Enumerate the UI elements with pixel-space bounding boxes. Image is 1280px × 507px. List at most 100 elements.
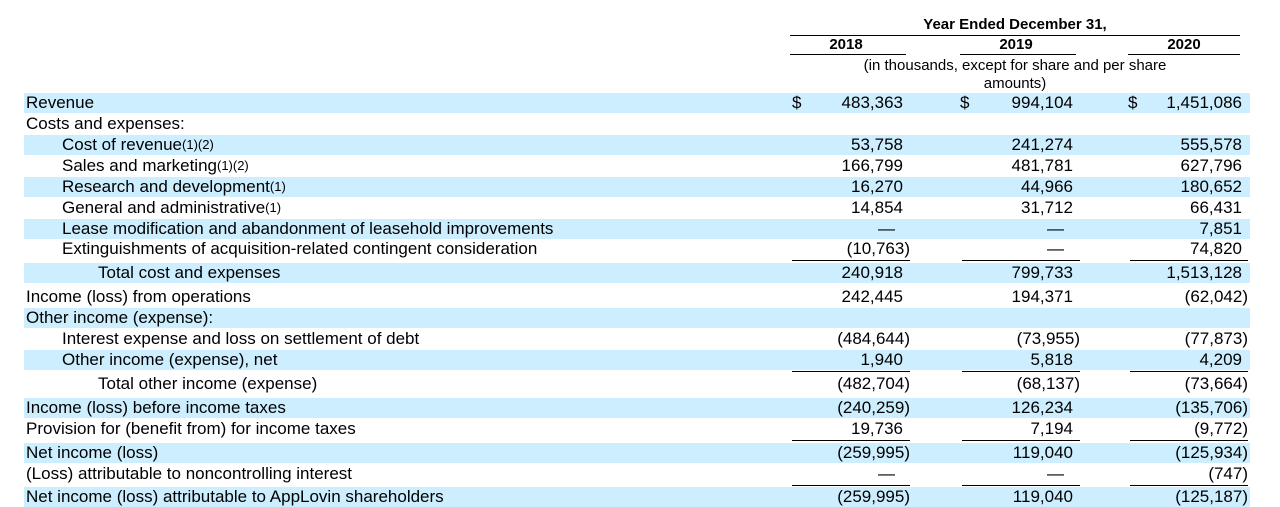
value-2020: 555,578 bbox=[1180, 135, 1242, 154]
subtotal-rule bbox=[962, 485, 1080, 486]
year-rule-2020 bbox=[1128, 54, 1240, 55]
value-2018: (259,995) bbox=[837, 487, 910, 506]
value-2020: 180,652 bbox=[1180, 177, 1242, 196]
row-label: Lease modification and abandonment of le… bbox=[62, 219, 554, 238]
subtotal-rule bbox=[1130, 371, 1248, 372]
value-2019: 994,104 bbox=[1011, 93, 1073, 112]
value-2020: (77,873) bbox=[1184, 329, 1248, 348]
value-2020: (125,934) bbox=[1175, 443, 1248, 462]
value-2020: (73,664) bbox=[1184, 374, 1248, 393]
table-row-income-taxes: Provision for (benefit from) for income … bbox=[24, 419, 1250, 439]
value-2020: 1,513,128 bbox=[1166, 263, 1242, 282]
footnote-ref: (1)(2) bbox=[216, 158, 249, 173]
dollar-sign: $ bbox=[792, 93, 802, 112]
row-label: Net income (loss) bbox=[26, 443, 159, 462]
subtotal-rule bbox=[792, 371, 910, 372]
year-rule-2019 bbox=[960, 54, 1076, 55]
units-note-line2: amounts) bbox=[983, 75, 1047, 92]
value-2020: (747) bbox=[1208, 464, 1248, 483]
row-label: (Loss) attributable to noncontrolling in… bbox=[26, 464, 353, 483]
year-rule-2018 bbox=[790, 54, 906, 55]
value-2018: — bbox=[878, 464, 895, 483]
table-row-income-before-taxes: Income (loss) before income taxes (240,2… bbox=[24, 398, 1250, 418]
dollar-sign: $ bbox=[960, 93, 970, 112]
footnote-ref: (1) bbox=[269, 179, 286, 194]
value-2018: 1,940 bbox=[860, 350, 903, 369]
row-label: Research and development bbox=[62, 177, 270, 196]
subtotal-rule bbox=[792, 260, 910, 261]
year-2019: 2019 bbox=[999, 36, 1033, 53]
subtotal-rule bbox=[962, 260, 1080, 261]
header-rule bbox=[790, 35, 1240, 36]
row-label: Total other income (expense) bbox=[98, 374, 318, 393]
value-2019: 799,733 bbox=[1011, 263, 1073, 282]
table-row-net-income-applovin: Net income (loss) attributable to AppLov… bbox=[24, 487, 1250, 507]
row-label: Costs and expenses: bbox=[26, 114, 185, 133]
value-2018: (482,704) bbox=[837, 374, 910, 393]
row-label: Income (loss) from operations bbox=[26, 287, 251, 306]
row-label: Net income (loss) attributable to AppLov… bbox=[26, 487, 444, 506]
value-2018: (10,763) bbox=[846, 239, 910, 258]
table-row-total-cost: Total cost and expenses 240,918 799,733 … bbox=[24, 263, 1250, 283]
table-row-noncontrolling-interest: (Loss) attributable to noncontrolling in… bbox=[24, 464, 1250, 484]
row-label: Provision for (benefit from) for income … bbox=[26, 419, 356, 438]
table-row-sales-marketing: Sales and marketing(1)(2) 166,799 481,78… bbox=[24, 156, 1250, 176]
value-2020: (125,187) bbox=[1175, 487, 1248, 506]
value-2018: 483,363 bbox=[841, 93, 903, 112]
table-row-income-operations: Income (loss) from operations 242,445 19… bbox=[24, 287, 1250, 307]
value-2019: 5,818 bbox=[1030, 350, 1073, 369]
row-label: Interest expense and loss on settlement … bbox=[62, 329, 420, 348]
table-row-other-income-header: Other income (expense): bbox=[24, 308, 1250, 328]
value-2019: 44,966 bbox=[1021, 177, 1073, 196]
footnote-ref: (1)(2) bbox=[182, 137, 214, 152]
row-label: Revenue bbox=[26, 93, 95, 112]
value-2020: 7,851 bbox=[1199, 219, 1242, 238]
row-label: Other income (expense), net bbox=[62, 350, 278, 369]
row-label: Extinguishments of acquisition-related c… bbox=[62, 239, 538, 258]
value-2020: (9,772) bbox=[1194, 419, 1248, 438]
value-2019: — bbox=[1047, 239, 1064, 258]
value-2019: — bbox=[1047, 219, 1064, 238]
subtotal-rule bbox=[792, 485, 910, 486]
subtotal-rule bbox=[1130, 260, 1248, 261]
year-2018: 2018 bbox=[829, 36, 863, 53]
year-2020: 2020 bbox=[1167, 36, 1201, 53]
value-2018: 14,854 bbox=[851, 198, 903, 217]
footnote-ref: (1) bbox=[265, 200, 282, 215]
value-2020: 74,820 bbox=[1190, 239, 1242, 258]
value-2018: 16,270 bbox=[851, 177, 903, 196]
table-row-other-income-net: Other income (expense), net 1,940 5,818 … bbox=[24, 350, 1250, 370]
value-2019: — bbox=[1047, 464, 1064, 483]
value-2019: 119,040 bbox=[1012, 443, 1073, 462]
subtotal-rule bbox=[1130, 485, 1248, 486]
value-2018: 240,918 bbox=[841, 263, 903, 282]
value-2019: 126,234 bbox=[1011, 398, 1073, 417]
table-row-costs-header: Costs and expenses: bbox=[24, 114, 1250, 134]
value-2019: (68,137) bbox=[1016, 374, 1080, 393]
table-row-revenue: Revenue $ 483,363 $ 994,104 $ 1,451,086 bbox=[24, 93, 1250, 113]
value-2019: 241,274 bbox=[1011, 135, 1073, 154]
value-2018: (240,259) bbox=[837, 398, 910, 417]
table-row-extinguishments: Extinguishments of acquisition-related c… bbox=[24, 239, 1250, 259]
table-row-research-development: Research and development(1) 16,270 44,96… bbox=[24, 177, 1250, 197]
value-2019: 119,040 bbox=[1012, 487, 1073, 506]
value-2020: 1,451,086 bbox=[1166, 93, 1242, 112]
row-label: Total cost and expenses bbox=[98, 263, 281, 282]
row-label: Income (loss) before income taxes bbox=[26, 398, 286, 417]
row-label: Cost of revenue bbox=[62, 135, 183, 154]
subtotal-rule bbox=[792, 440, 910, 441]
value-2018: 19,736 bbox=[851, 419, 903, 438]
row-label: General and administrative bbox=[62, 198, 266, 217]
table-row-general-admin: General and administrative(1) 14,854 31,… bbox=[24, 198, 1250, 218]
subtotal-rule bbox=[962, 371, 1080, 372]
table-row-net-income: Net income (loss) (259,995) 119,040 (125… bbox=[24, 443, 1250, 463]
subtotal-rule bbox=[1130, 440, 1248, 441]
table-row-interest-expense: Interest expense and loss on settlement … bbox=[24, 329, 1250, 349]
value-2018: — bbox=[878, 219, 895, 238]
table-row-total-other-income: Total other income (expense) (482,704) (… bbox=[24, 374, 1250, 394]
value-2018: 53,758 bbox=[851, 135, 903, 154]
row-label: Other income (expense): bbox=[26, 308, 214, 327]
value-2020: 627,796 bbox=[1180, 156, 1242, 175]
value-2018: (484,644) bbox=[837, 329, 910, 348]
value-2020: (135,706) bbox=[1175, 398, 1248, 417]
